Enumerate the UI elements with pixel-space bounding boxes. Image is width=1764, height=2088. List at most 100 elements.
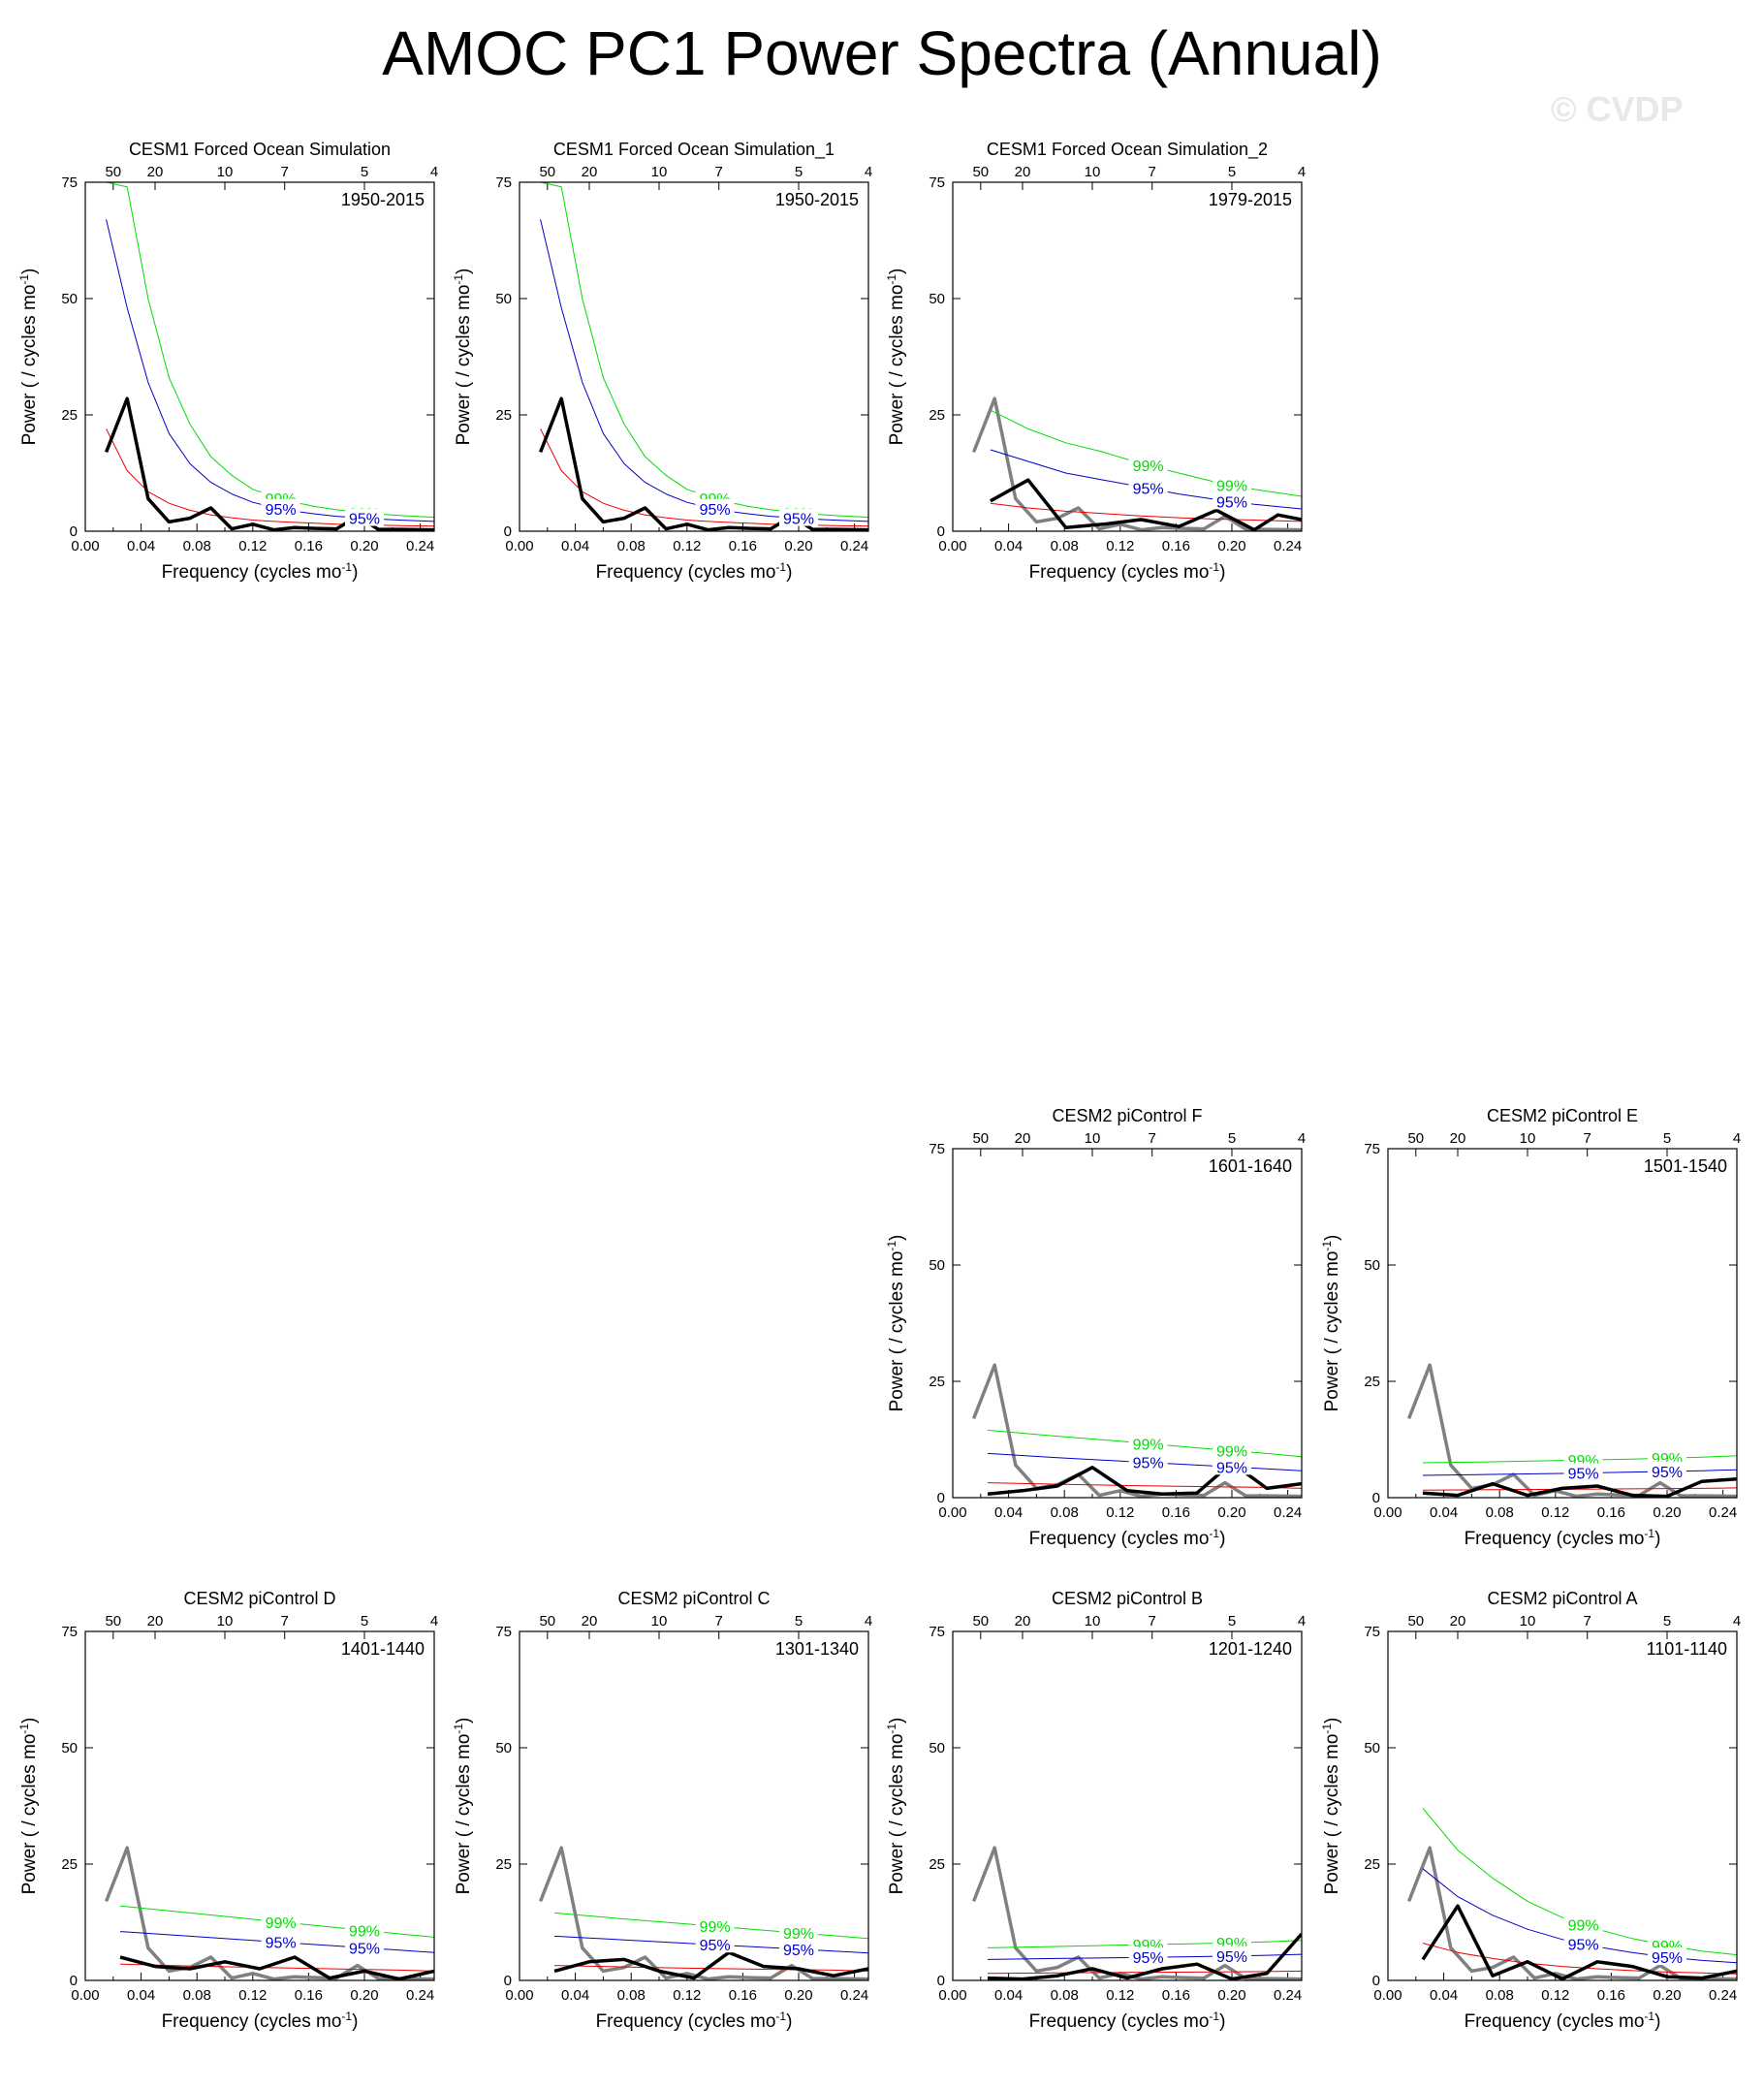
spectrum-panel: CESM1 Forced Ocean Simulation_150 20 10 7 5 4… [452,140,872,583]
period-tick-label: 5 [1663,1613,1671,1629]
period-tick-label: 20 [1015,1130,1031,1147]
period-tick-label: 5 [361,1613,368,1629]
period-tick-label: 5 [1228,164,1236,180]
period-tick-label: 4 [865,164,872,180]
y-tick-label: 75 [929,174,945,191]
spectrum-panel: CESM1 Forced Ocean Simulation_250 20 10 7 5 4… [885,140,1306,583]
x-tick-label: 0.08 [617,1987,646,2004]
years-label: 1950-2015 [775,190,859,209]
period-tick-label: 50 [105,1613,121,1629]
y-tick-label: 25 [1364,1856,1380,1873]
x-tick-label: 0.00 [505,1987,533,2004]
period-tick-label: 7 [715,1613,723,1629]
sig-label-bg [1213,1457,1251,1475]
x-tick-label: 0.04 [127,1987,155,2004]
period-tick-label: 50 [972,164,989,180]
period-tick-label: 20 [147,164,164,180]
x-tick-label: 0.24 [406,1987,434,2004]
series-spectrum-line [553,1950,868,1980]
x-tick-label: 0.08 [1486,1987,1514,2004]
x-tick-label: 0.24 [840,538,868,554]
spectrum-panel: CESM2 piControl B50 20 10 7 5 40.00 0.04 0.08 0.… [885,1589,1306,2032]
x-axis-label: Frequency (cycles mo-1) [1465,1527,1661,1549]
x-axis-label: Frequency (cycles mo-1) [596,560,793,583]
period-tick-label: 50 [972,1130,989,1147]
x-axis-label: Frequency (cycles mo-1) [162,2009,359,2032]
plot-frame [952,181,1303,532]
years-label: 1401-1440 [341,1639,425,1659]
plot-frame [1387,1630,1738,1981]
y-tick-label: 25 [61,1856,78,1873]
period-tick-label: 7 [1149,1130,1156,1147]
series-rednoise-line [1422,1487,1737,1491]
sig-sig99-label: 99% [1133,459,1164,475]
spectrum-panel: CESM2 piControl C50 20 10 7 5 40.00 0.04 0.08 0.… [452,1589,872,2032]
sig-sig95-label: 95% [1216,1460,1247,1476]
sig-label-bg [1128,1452,1168,1471]
y-tick-label: 25 [929,1374,945,1390]
y-tick-label: 50 [929,1257,945,1274]
watermark: © CVDP [1551,89,1684,129]
x-tick-label: 0.12 [1541,1504,1569,1521]
years-label: 1950-2015 [341,190,425,209]
sig-sig95-label: 95% [349,1941,380,1957]
y-tick-label: 75 [929,1141,945,1157]
x-tick-label: 0.24 [406,538,434,554]
sig-label-bg [1128,1947,1168,1966]
sig-label-bg [695,498,735,517]
y-axis-label: Power ( / cycles mo-1) [885,1718,907,1895]
panel-title: CESM2 piControl D [183,1589,335,1608]
sig-label-bg [779,1939,818,1957]
x-tick-label: 0.04 [561,1987,589,2004]
sig-label-bg [779,508,818,526]
period-tick-label: 50 [972,1613,989,1629]
period-tick-label: 10 [1085,164,1101,180]
panel-title: CESM2 piControl A [1487,1589,1637,1608]
period-tick-label: 20 [582,164,598,180]
x-tick-label: 0.00 [938,538,966,554]
x-tick-label: 0.04 [1430,1987,1458,2004]
x-tick-label: 0.00 [1373,1987,1402,2004]
y-tick-label: 0 [937,523,945,540]
sig-label-bg [261,498,300,517]
panel-title: CESM2 piControl E [1487,1106,1638,1125]
series-rednoise-line [119,1963,434,1972]
period-tick-label: 50 [1407,1613,1424,1629]
series-spectrum-line [119,1955,434,1980]
years-label: 1101-1140 [1647,1639,1727,1659]
y-tick-label: 0 [1372,1490,1380,1506]
period-tick-label: 5 [795,164,803,180]
plot-frame [952,1148,1303,1499]
x-tick-label: 0.16 [1597,1504,1625,1521]
sig-label-bg [1213,491,1251,510]
sig-label-bg [1648,1448,1686,1467]
x-tick-label: 0.20 [1653,1504,1681,1521]
period-tick-label: 4 [865,1613,872,1629]
years-label: 1301-1340 [775,1639,859,1659]
y-axis-label: Power ( / cycles mo-1) [452,269,474,446]
series-spectrum-line [987,1461,1302,1496]
x-tick-label: 0.04 [994,1987,1023,2004]
y-tick-label: 75 [495,1624,512,1640]
x-tick-label: 0.00 [938,1504,966,1521]
sig-sig99-label: 99% [1216,479,1247,495]
sig-label-bg [1648,1947,1686,1965]
period-tick-label: 7 [281,164,289,180]
sig-label-bg [695,1935,735,1953]
sig-sig99-label: 99% [349,1923,380,1940]
x-tick-label: 0.24 [1709,1987,1737,2004]
x-tick-label: 0.20 [1217,538,1245,554]
y-axis-label: Power ( / cycles mo-1) [17,269,40,446]
period-tick-label: 5 [361,164,368,180]
x-tick-label: 0.00 [71,1987,99,2004]
x-tick-label: 0.00 [1373,1504,1402,1521]
series-reference-line [971,1363,1302,1498]
period-tick-label: 10 [651,164,668,180]
x-tick-label: 0.16 [295,1987,323,2004]
series-rednoise-line [990,502,1302,522]
sig-label-bg [1213,475,1251,493]
x-tick-label: 0.00 [71,538,99,554]
period-tick-label: 5 [1663,1130,1671,1147]
series-sig99-line [106,182,434,519]
years-label: 1501-1540 [1644,1156,1727,1176]
